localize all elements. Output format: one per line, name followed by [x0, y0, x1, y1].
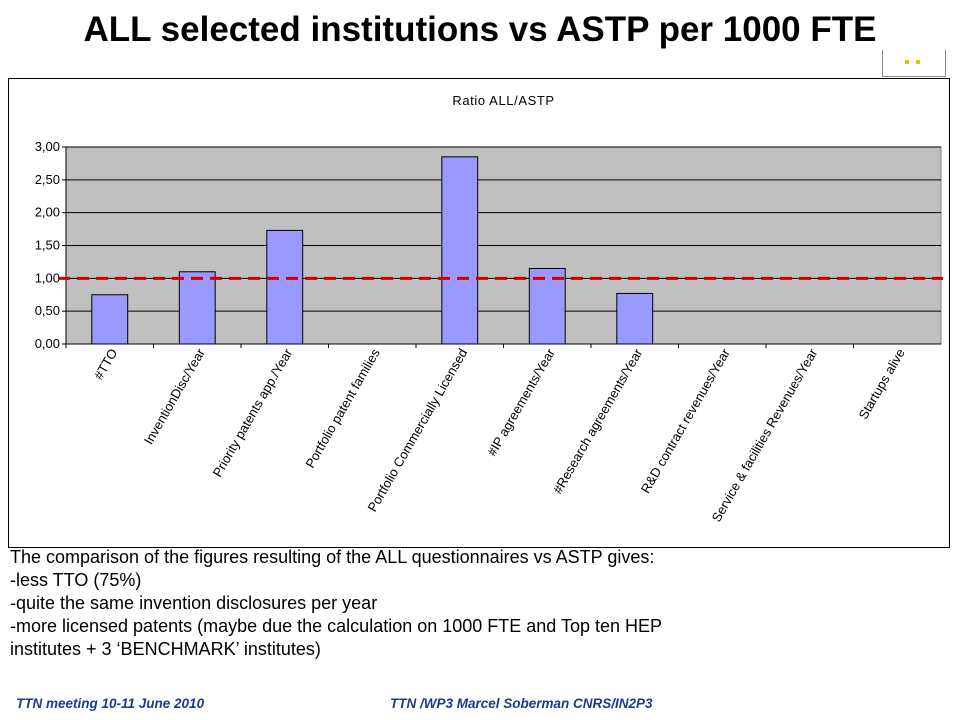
y-tick-label: 0,00	[35, 336, 60, 351]
text-line-inventions: -quite the same invention disclosures pe…	[10, 593, 378, 613]
chart-frame: Ratio ALL/ASTP 0,00 0,50 1,00 1,50 2,00 2,50 3,…	[8, 78, 950, 548]
y-tick-label: 0,50	[35, 303, 60, 318]
footer-meeting: TTN meeting 10-11 June 2010	[16, 696, 205, 711]
x-tick-label: InventionDisc/Year	[141, 345, 208, 447]
bar-1	[178, 271, 216, 345]
x-tick-label: Service & facilities Revenues/Year	[709, 345, 821, 524]
ratio-bar-chart: Ratio ALL/ASTP 0,00 0,50 1,00 1,50 2,00 2,50 3,…	[35, 93, 943, 525]
x-tick-label: #Research agreements/Year	[550, 345, 646, 496]
x-tick-label: Priority patents app./Year	[210, 345, 296, 479]
bar-6	[616, 292, 654, 345]
text-line-institutes: institutes + 3 ‘BENCHMARK’ institutes)	[10, 639, 321, 659]
text-line-intro: The comparison of the figures resulting …	[10, 547, 655, 567]
x-tick-label: R&D contract revenues/Year	[638, 345, 733, 495]
corner-logo	[882, 50, 946, 77]
x-tick-label: Startups alive	[855, 346, 907, 422]
footer-author: TTN /WP3 Marcel Soberman CNRS/IN2P3	[390, 696, 653, 711]
slide-title: ALL selected institutions vs ASTP per 10…	[83, 10, 877, 49]
x-tick-label: Portfolio patent families	[302, 346, 383, 471]
logo-icon	[905, 60, 921, 64]
bar-4	[441, 156, 479, 345]
bar-5	[528, 267, 566, 345]
comparison-text: The comparison of the figures resulting …	[10, 546, 950, 661]
chart-title: Ratio ALL/ASTP	[452, 93, 554, 108]
y-tick-label: 2,00	[35, 205, 60, 220]
bar-2	[266, 229, 304, 345]
y-tick-label: 2,50	[35, 172, 60, 187]
text-line-licensed: -more licensed patents (maybe due the ca…	[10, 616, 663, 636]
y-tick-label: 1,00	[35, 270, 60, 285]
bar-0	[91, 294, 129, 345]
x-tick-label: #IP agreements/Year	[484, 345, 558, 458]
text-line-tto: -less TTO (75%)	[10, 570, 142, 590]
y-tick-label: 3,00	[35, 139, 60, 154]
x-tick-label: Portfolio Commercially Licensed	[365, 346, 471, 514]
x-tick-label: #TTO	[91, 346, 120, 382]
y-tick-label: 1,50	[35, 238, 60, 253]
